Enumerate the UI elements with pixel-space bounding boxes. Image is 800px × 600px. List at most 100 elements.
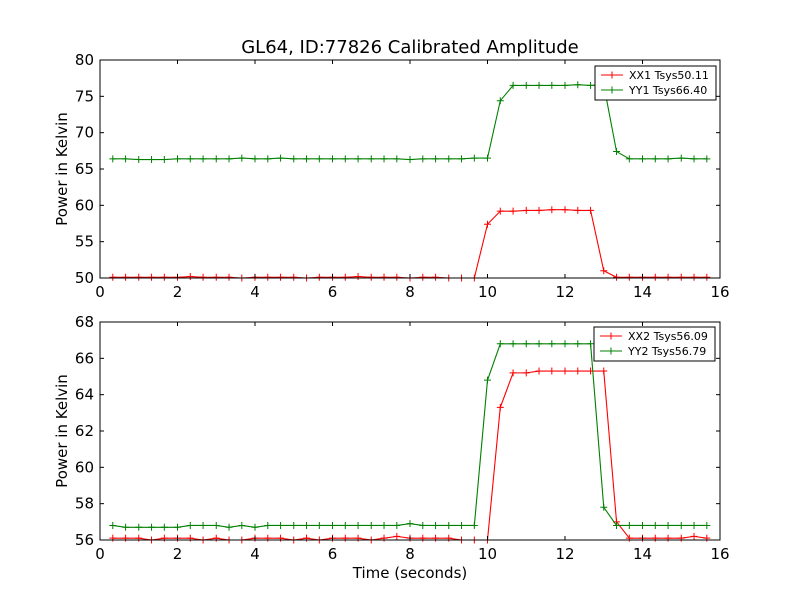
x-tick-label: 16 <box>710 283 729 301</box>
data-point <box>587 340 595 348</box>
data-point <box>600 367 608 375</box>
data-point <box>225 155 233 163</box>
data-point <box>470 154 478 162</box>
data-point <box>509 207 517 215</box>
data-point <box>160 156 168 164</box>
data-point <box>380 534 388 542</box>
y-tick-label: 58 <box>75 495 94 513</box>
data-point <box>703 534 711 542</box>
data-point <box>354 155 362 163</box>
data-point <box>199 521 207 529</box>
data-point <box>561 367 569 375</box>
data-point <box>212 534 220 542</box>
data-point <box>664 155 672 163</box>
data-point <box>522 369 530 377</box>
y-tick-label: 62 <box>75 422 94 440</box>
data-point <box>174 155 181 163</box>
data-point <box>186 521 194 529</box>
legend-label: XX1 Tsys50.11 <box>629 69 709 82</box>
data-point <box>677 273 685 281</box>
data-point <box>509 81 517 89</box>
y-tick-label: 66 <box>75 349 94 367</box>
data-point <box>160 534 168 542</box>
data-point <box>600 267 608 275</box>
data-point <box>419 534 427 542</box>
data-point <box>290 155 298 163</box>
data-point <box>264 521 272 529</box>
data-point <box>109 273 117 281</box>
legend-label: YY1 Tsys66.40 <box>628 84 707 97</box>
data-point <box>251 155 259 163</box>
data-point <box>639 521 646 529</box>
data-point <box>496 207 504 215</box>
data-point <box>303 155 311 163</box>
legend: XX2 Tsys56.09 YY2 Tsys56.79 <box>593 326 716 362</box>
data-point <box>535 340 543 348</box>
data-point <box>587 206 595 214</box>
data-point <box>677 534 685 542</box>
data-point <box>651 521 659 529</box>
data-point <box>651 273 659 281</box>
data-point <box>109 534 117 542</box>
y-axis-label: Power in Kelvin <box>53 374 71 488</box>
data-point <box>148 156 156 164</box>
data-point <box>212 155 220 163</box>
data-point <box>677 154 685 162</box>
data-point <box>445 534 453 542</box>
legend-label: XX2 Tsys56.09 <box>628 330 708 343</box>
data-point <box>380 273 388 281</box>
data-point <box>264 273 272 281</box>
data-point <box>135 523 143 531</box>
data-point <box>329 521 336 529</box>
y-tick-label: 65 <box>75 160 94 178</box>
series-2 <box>109 340 711 531</box>
x-tick-label: 4 <box>250 283 260 301</box>
data-point <box>393 532 401 540</box>
legend-marker <box>607 332 615 340</box>
legend-marker <box>607 347 615 355</box>
data-point <box>174 523 181 531</box>
data-point <box>277 273 285 281</box>
data-point <box>561 81 569 89</box>
y-tick-label: 80 <box>75 51 94 69</box>
data-point <box>535 367 543 375</box>
data-point <box>625 273 633 281</box>
data-point <box>613 521 621 529</box>
data-point <box>548 367 556 375</box>
data-point <box>690 273 698 281</box>
data-point <box>225 273 233 281</box>
legend-box <box>594 65 717 101</box>
y-axis-label: Power in Kelvin <box>53 112 71 226</box>
data-point <box>109 521 117 529</box>
data-point <box>225 523 233 531</box>
data-point <box>199 155 207 163</box>
data-point <box>458 521 466 529</box>
data-point <box>574 340 582 348</box>
y-tick-label: 56 <box>75 531 94 549</box>
data-point <box>315 273 323 281</box>
data-point <box>367 521 375 529</box>
y-tick-label: 55 <box>75 233 94 251</box>
data-point <box>393 521 401 529</box>
chart-title: GL64, ID:77826 Calibrated Amplitude <box>241 37 579 58</box>
data-point <box>135 156 143 164</box>
x-tick-label: 16 <box>710 545 729 563</box>
data-point <box>703 155 711 163</box>
data-point <box>199 273 207 281</box>
x-tick-label: 2 <box>173 283 183 301</box>
data-point <box>613 273 621 281</box>
data-point <box>393 273 401 281</box>
data-point <box>122 273 130 281</box>
data-point <box>393 155 401 163</box>
data-point <box>354 534 362 542</box>
data-point <box>419 155 427 163</box>
x-tick-label: 6 <box>328 283 338 301</box>
data-point <box>303 521 311 529</box>
y-tick-label: 50 <box>75 269 94 287</box>
data-point <box>664 534 672 542</box>
data-point <box>574 367 582 375</box>
x-tick-label: 6 <box>328 545 338 563</box>
data-point <box>135 534 143 542</box>
data-point <box>238 521 246 529</box>
